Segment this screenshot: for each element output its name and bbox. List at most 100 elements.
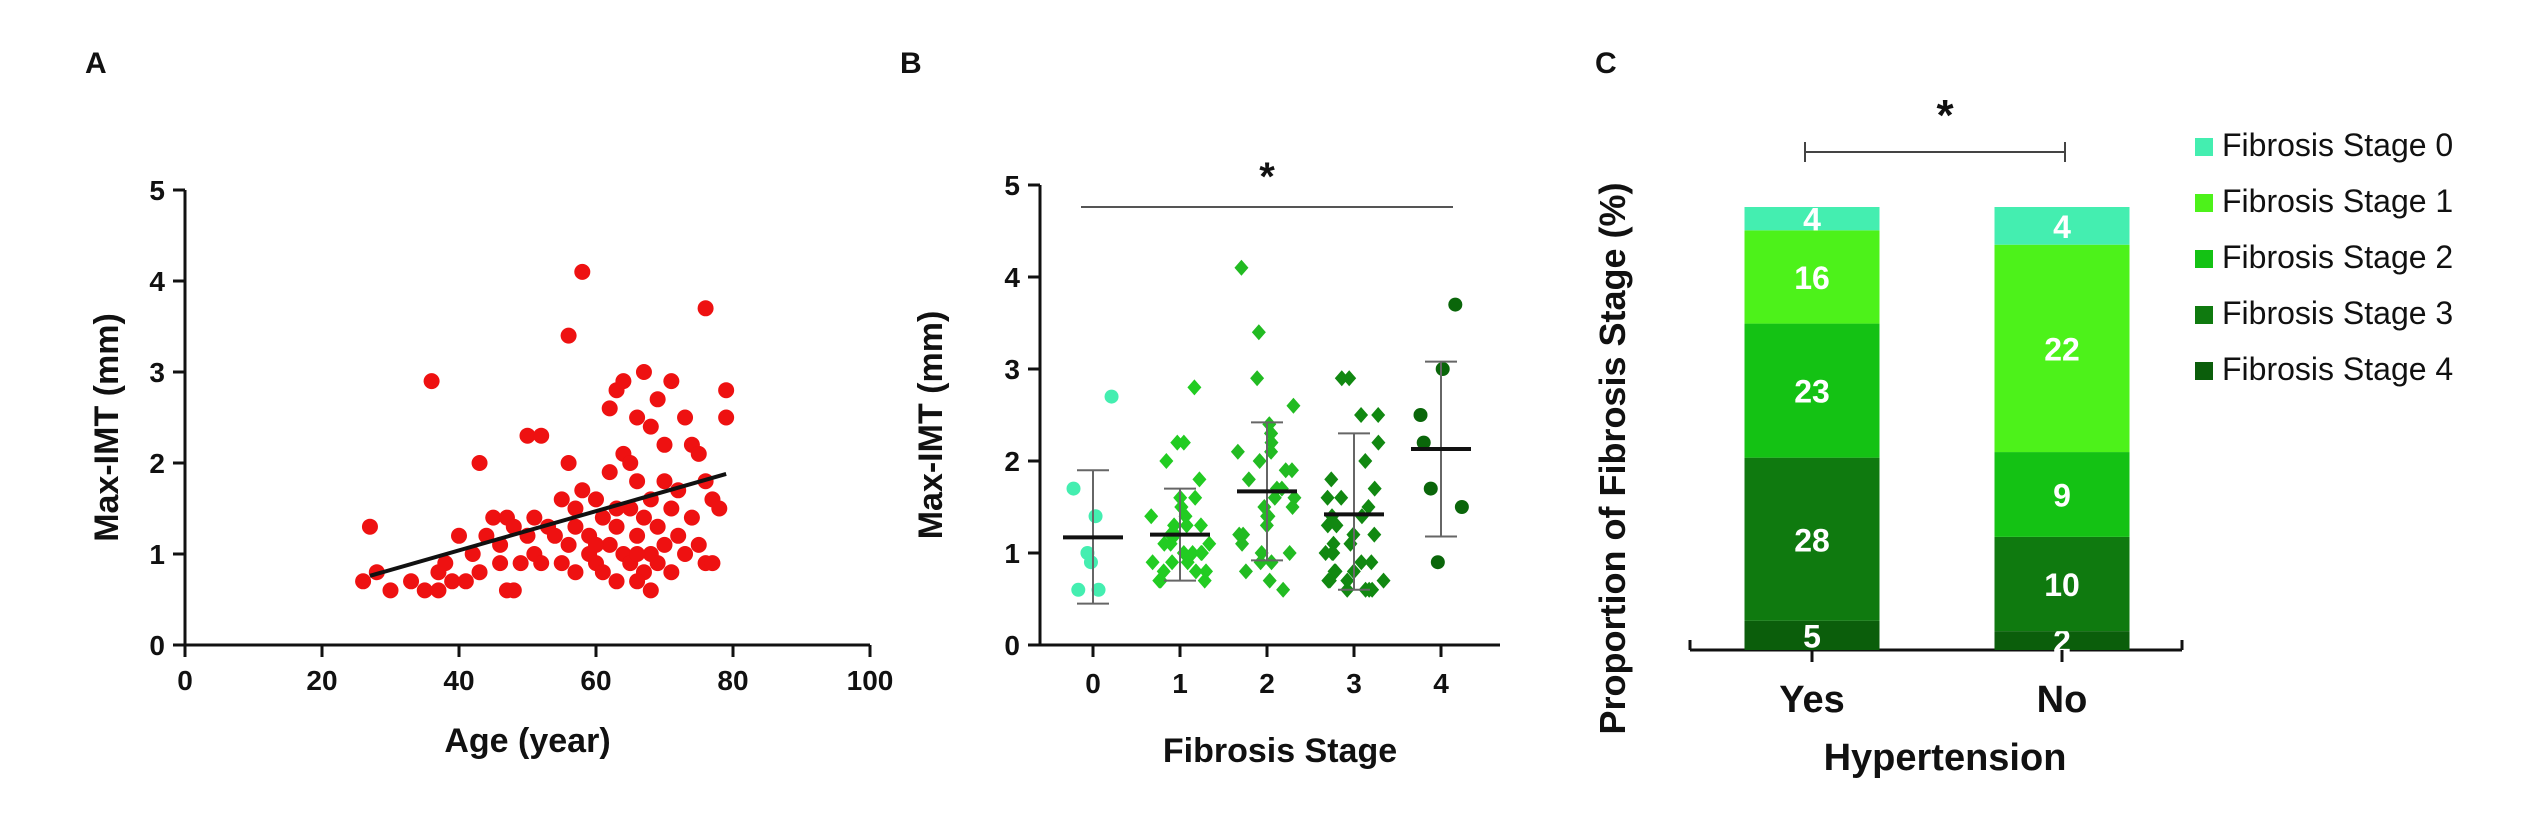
panel-c-bar-segment xyxy=(1994,536,2130,632)
panel-b-data-point xyxy=(1264,554,1279,571)
panel-c-bar-segment xyxy=(1744,620,1880,650)
panel-a-data-point xyxy=(588,536,604,553)
panel-c-bar-segment xyxy=(1994,452,2130,537)
panel-b-data-point xyxy=(1276,581,1291,598)
panel-b-y-tick-label: 2 xyxy=(1004,446,1020,477)
panel-a-data-point xyxy=(546,527,563,544)
panel-a-y-tick-label: 0 xyxy=(149,630,165,661)
panel-b-data-point xyxy=(1342,370,1357,387)
panel-b-data-point xyxy=(1326,545,1341,561)
panel-a-data-point xyxy=(642,582,659,599)
panel-a-y-tick-label: 4 xyxy=(149,266,165,297)
panel-c-segment-label: 5 xyxy=(1803,618,1821,654)
panel-a-y-tick-label: 5 xyxy=(149,175,165,206)
panel-b-data-point xyxy=(1238,563,1253,580)
panel-a-data-point xyxy=(642,418,659,435)
panel-a-data-point xyxy=(574,263,591,280)
panel-a-data-point xyxy=(629,546,646,562)
panel-a-data-point xyxy=(588,491,604,508)
panel-b-data-point xyxy=(1282,545,1297,561)
panel-a-data-point xyxy=(697,300,714,317)
panel-b-data-point xyxy=(1187,379,1202,396)
panel-b-y-axis-title: Max-IMT (mm) xyxy=(912,311,950,540)
panel-a-data-point xyxy=(567,518,584,535)
panel-a-data-point xyxy=(560,536,577,553)
panel-b-data-point xyxy=(1320,489,1335,506)
panel-a-data-point xyxy=(533,555,550,572)
panel-c-legend-label: Fibrosis Stage 2 xyxy=(2222,239,2453,275)
panel-a-data-point xyxy=(629,527,646,544)
panel-a-x-tick-label: 80 xyxy=(717,665,748,696)
panel-a-data-point xyxy=(451,527,467,544)
panel-a-data-point xyxy=(656,473,673,490)
panel-a-x-tick-label: 60 xyxy=(580,665,611,696)
panel-c-segment-label: 2 xyxy=(2053,624,2071,660)
panel-b-x-tick-label: 0 xyxy=(1085,668,1101,699)
panel-b-data-point xyxy=(1286,397,1301,414)
panel-c-legend-swatch xyxy=(2195,194,2213,212)
panel-a-data-point xyxy=(601,464,618,481)
panel-a-data-point xyxy=(608,573,625,590)
panel-a-data-point xyxy=(533,427,550,444)
panel-a-data-point xyxy=(615,373,632,390)
panel-a-data-point xyxy=(355,573,372,590)
panel-b-data-point xyxy=(1334,370,1349,387)
panel-c-legend-label: Fibrosis Stage 4 xyxy=(2222,351,2453,387)
panel-b-data-point xyxy=(1334,489,1349,506)
panel-b-data-point xyxy=(1165,554,1180,571)
panel-b-x-axis-title: Fibrosis Stage xyxy=(1163,732,1397,770)
panel-b-data-point xyxy=(1104,389,1119,404)
panel-b-data-point xyxy=(1354,407,1369,423)
panel-a-data-point xyxy=(608,518,625,535)
panel-c-segment-label: 28 xyxy=(1794,522,1830,558)
panel-b-data-point xyxy=(1232,526,1247,543)
panel-a-data-point xyxy=(567,564,584,581)
panel-c-segment-label: 23 xyxy=(1794,374,1830,410)
panel-b-data-point xyxy=(1234,259,1249,276)
panel-b-data-point xyxy=(1321,572,1336,589)
panel-c-segment-label: 22 xyxy=(2044,331,2080,367)
panel-b-data-point xyxy=(1416,435,1431,450)
panel-c-legend-swatch xyxy=(2195,362,2213,380)
panel-b-y-tick-label: 1 xyxy=(1004,538,1020,569)
panel-a-data-point xyxy=(635,364,652,380)
panel-label-c: C xyxy=(1595,47,1617,80)
panel-b-data-point xyxy=(1251,324,1266,341)
panel-b-x-tick-label: 1 xyxy=(1172,668,1188,699)
panel-a-data-point xyxy=(594,509,611,526)
panel-b-data-point xyxy=(1454,500,1469,514)
panel-b-data-point xyxy=(1324,471,1339,488)
panel-b-data-point xyxy=(1354,554,1369,571)
panel-b-data-point xyxy=(1188,563,1203,580)
panel-c-bar-segment xyxy=(1744,457,1880,621)
panel-b-data-point xyxy=(1202,535,1217,552)
panel-c-bar-segment xyxy=(1994,244,2130,453)
panel-c-legend-swatch xyxy=(2195,138,2213,156)
panel-a-data-point xyxy=(683,509,700,526)
panel-a-data-point xyxy=(423,373,440,390)
panel-a-data-point xyxy=(635,509,652,526)
panel-b-data-point xyxy=(1435,362,1450,376)
panel-a-data-point xyxy=(690,536,707,553)
panel-a-data-point xyxy=(492,555,509,572)
panel-c-bar-segment xyxy=(1994,631,2130,650)
panel-b-data-point xyxy=(1448,297,1463,312)
panel-a-data-point xyxy=(471,564,488,581)
panel-a-x-axis-title: Age (year) xyxy=(444,722,610,760)
panel-c-segment-label: 4 xyxy=(2053,209,2071,245)
panel-b-data-point xyxy=(1371,434,1386,451)
panel-a-y-tick-label: 2 xyxy=(149,448,165,479)
panel-a-data-point xyxy=(505,518,522,535)
panel-b-data-point xyxy=(1252,453,1267,469)
panel-a-data-point xyxy=(430,582,447,599)
panel-a-x-tick-label: 0 xyxy=(177,665,193,696)
panel-a-data-point xyxy=(567,500,584,517)
panel-a-data-point xyxy=(629,473,646,490)
panel-b-data-point xyxy=(1193,517,1208,534)
panel-c-segment-label: 4 xyxy=(1803,202,1821,238)
panel-a-trend-line xyxy=(369,471,727,578)
panel-a-data-point xyxy=(560,327,577,344)
panel-a-data-point xyxy=(601,400,618,417)
panel-c-segment-label: 9 xyxy=(2053,477,2071,513)
panel-b-data-point xyxy=(1285,499,1300,515)
